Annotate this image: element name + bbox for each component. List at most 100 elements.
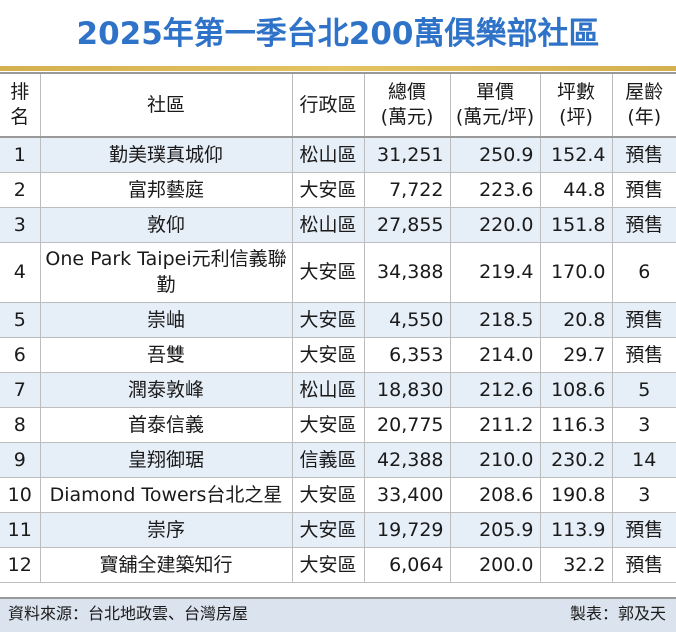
rank-cell: 2: [0, 172, 41, 208]
table-row: 4 One Park Taipei元利信義聯勤 大安區 34,388 219.4 170.…: [0, 242, 676, 303]
area-cell: 20.8: [540, 302, 613, 338]
district-cell: 大安區: [292, 407, 365, 443]
total-price-cell: 31,251: [364, 137, 451, 173]
district-cell: 大安區: [292, 477, 365, 513]
table-row: 7 潤泰敦峰 松山區 18,830 212.6 108.6 5: [0, 372, 676, 408]
district-cell: 大安區: [292, 172, 365, 208]
table-header-row: 排名 社區 行政區 總價 (萬元) 單價 (萬元/坪) 坪數 (坪) 屋齡 (年): [0, 74, 676, 138]
table-row: 10 Diamond Towers台北之星 大安區 33,400 208.6 190.8 3: [0, 477, 676, 513]
total-price-cell: 18,830: [364, 372, 451, 408]
community-cell: 富邦藝庭: [40, 172, 293, 208]
rank-cell: 11: [0, 512, 41, 548]
age-cell: 預售: [612, 172, 676, 208]
rank-cell: 3: [0, 207, 41, 243]
rank-cell: 6: [0, 337, 41, 373]
community-cell: 潤泰敦峰: [40, 372, 293, 408]
community-cell: One Park Taipei元利信義聯勤: [40, 242, 293, 303]
table-row: 2 富邦藝庭 大安區 7,722 223.6 44.8 預售: [0, 172, 676, 208]
district-cell: 信義區: [292, 442, 365, 478]
district-cell: 松山區: [292, 137, 365, 173]
header-divider: [0, 72, 676, 74]
total-price-cell: 20,775: [364, 407, 451, 443]
area-cell: 108.6: [540, 372, 613, 408]
page-title: 2025年第一季台北200萬俱樂部社區: [76, 16, 600, 52]
table-row: 6 吾雙 大安區 6,353 214.0 29.7 預售: [0, 337, 676, 373]
age-cell: 14: [612, 442, 676, 478]
unit-price-cell: 205.9: [450, 512, 541, 548]
area-cell: 32.2: [540, 547, 613, 583]
table-row: 1 勤美璞真城仰 松山區 31,251 250.9 152.4 預售: [0, 137, 676, 173]
area-cell: 113.9: [540, 512, 613, 548]
district-cell: 大安區: [292, 512, 365, 548]
community-cell: Diamond Towers台北之星: [40, 477, 293, 513]
table-row: 11 崇序 大安區 19,729 205.9 113.9 預售: [0, 512, 676, 548]
district-cell: 松山區: [292, 207, 365, 243]
total-price-cell: 42,388: [364, 442, 451, 478]
header-total-price: 總價 (萬元): [364, 74, 451, 138]
header-unit-price: 單價 (萬元/坪): [450, 74, 541, 138]
area-cell: 29.7: [540, 337, 613, 373]
community-cell: 崇序: [40, 512, 293, 548]
rank-cell: 1: [0, 137, 41, 173]
district-cell: 大安區: [292, 242, 365, 303]
area-cell: 152.4: [540, 137, 613, 173]
area-cell: 190.8: [540, 477, 613, 513]
rank-cell: 8: [0, 407, 41, 443]
table-row: 5 崇岫 大安區 4,550 218.5 20.8 預售: [0, 302, 676, 338]
age-cell: 預售: [612, 302, 676, 338]
district-cell: 大安區: [292, 302, 365, 338]
rank-cell: 4: [0, 242, 41, 303]
community-cell: 寶舖全建築知行: [40, 547, 293, 583]
community-cell: 首泰信義: [40, 407, 293, 443]
unit-price-cell: 208.6: [450, 477, 541, 513]
unit-price-cell: 219.4: [450, 242, 541, 303]
community-cell: 勤美璞真城仰: [40, 137, 293, 173]
community-cell: 皇翔御琚: [40, 442, 293, 478]
unit-price-cell: 200.0: [450, 547, 541, 583]
footer: 資料來源：台北地政雲、台灣房屋 製表：郭及天: [0, 597, 676, 632]
unit-price-cell: 210.0: [450, 442, 541, 478]
accent-bar: [0, 66, 676, 71]
district-cell: 大安區: [292, 337, 365, 373]
age-cell: 6: [612, 242, 676, 303]
total-price-cell: 4,550: [364, 302, 451, 338]
age-cell: 預售: [612, 207, 676, 243]
header-rank: 排名: [0, 74, 41, 138]
maker-credit: 製表：郭及天: [569, 604, 666, 623]
community-cell: 敦仰: [40, 207, 293, 243]
age-cell: 5: [612, 372, 676, 408]
age-cell: 3: [612, 477, 676, 513]
age-cell: 預售: [612, 337, 676, 373]
age-cell: 預售: [612, 512, 676, 548]
table-row: 12 寶舖全建築知行 大安區 6,064 200.0 32.2 預售: [0, 547, 676, 583]
district-cell: 大安區: [292, 547, 365, 583]
header-district: 行政區: [292, 74, 365, 138]
total-price-cell: 6,353: [364, 337, 451, 373]
rank-cell: 9: [0, 442, 41, 478]
unit-price-cell: 212.6: [450, 372, 541, 408]
area-cell: 116.3: [540, 407, 613, 443]
table-row: 8 首泰信義 大安區 20,775 211.2 116.3 3: [0, 407, 676, 443]
area-cell: 44.8: [540, 172, 613, 208]
rank-cell: 7: [0, 372, 41, 408]
unit-price-cell: 250.9: [450, 137, 541, 173]
unit-price-cell: 223.6: [450, 172, 541, 208]
district-cell: 松山區: [292, 372, 365, 408]
community-cell: 吾雙: [40, 337, 293, 373]
rank-cell: 10: [0, 477, 41, 513]
header-age: 屋齡 (年): [612, 74, 676, 138]
table-row: 9 皇翔御琚 信義區 42,388 210.0 230.2 14: [0, 442, 676, 478]
area-cell: 230.2: [540, 442, 613, 478]
unit-price-cell: 211.2: [450, 407, 541, 443]
source-note: 資料來源：台北地政雲、台灣房屋: [8, 604, 249, 623]
total-price-cell: 7,722: [364, 172, 451, 208]
total-price-cell: 19,729: [364, 512, 451, 548]
unit-price-cell: 220.0: [450, 207, 541, 243]
area-cell: 170.0: [540, 242, 613, 303]
community-cell: 崇岫: [40, 302, 293, 338]
total-price-cell: 6,064: [364, 547, 451, 583]
age-cell: 3: [612, 407, 676, 443]
total-price-cell: 34,388: [364, 242, 451, 303]
